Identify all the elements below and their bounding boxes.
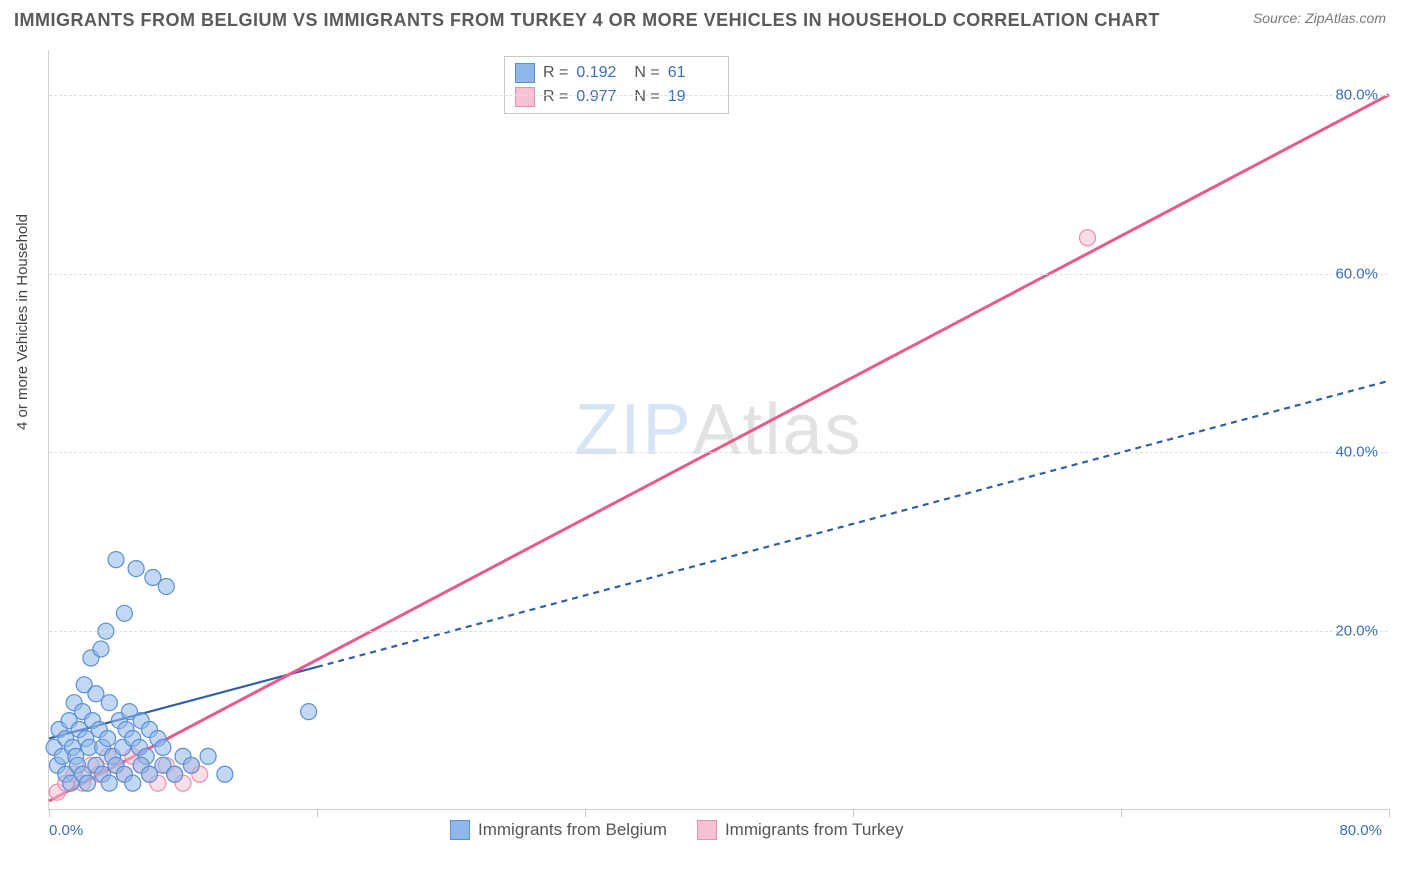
point-belgium [80,775,96,791]
scatter-svg [49,50,1388,809]
legend-n-label: N = [634,85,659,109]
legend-n-value: 61 [668,61,718,85]
point-belgium [128,561,144,577]
series-legend-label: Immigrants from Turkey [725,820,904,840]
correlation-legend: R = 0.192 N = 61 R = 0.977 N = 19 [504,56,729,114]
x-tick-label-end: 80.0% [1339,822,1382,839]
point-belgium [167,766,183,782]
legend-swatch [515,87,535,107]
y-tick-label: 80.0% [1335,86,1378,103]
series-legend-item: Immigrants from Turkey [697,820,904,840]
trend-line-blue-dashed [317,381,1389,667]
series-legend: Immigrants from Belgium Immigrants from T… [450,820,903,840]
source-attribution: Source: ZipAtlas.com [1253,10,1386,26]
point-turkey [1080,230,1096,246]
point-belgium [155,739,171,755]
legend-r-label: R = [543,61,568,85]
y-tick-label: 40.0% [1335,444,1378,461]
gridline [49,631,1388,632]
y-tick-label: 20.0% [1335,623,1378,640]
point-belgium [116,605,132,621]
gridline [49,452,1388,453]
chart-plot-area: ZIPAtlas R =0.192N =61R =0.977N =19 20.0… [48,50,1388,810]
y-axis-label: 4 or more Vehicles in Household [14,214,31,430]
point-belgium [125,775,141,791]
point-belgium [101,775,117,791]
point-belgium [183,757,199,773]
point-belgium [93,641,109,657]
legend-row: R = 0.977 N = 19 [515,85,718,109]
series-legend-label: Immigrants from Belgium [478,820,667,840]
x-tick [49,809,50,817]
y-tick-label: 60.0% [1335,265,1378,282]
legend-swatch [697,820,717,840]
x-tick [317,809,318,817]
legend-swatch [450,820,470,840]
trend-line-pink [49,95,1389,801]
legend-n-value: 19 [668,85,718,109]
legend-r-label: R = [543,85,568,109]
point-belgium [100,730,116,746]
x-tick [853,809,854,817]
legend-r-value: 0.192 [576,61,626,85]
x-tick [1121,809,1122,817]
chart-title: IMMIGRANTS FROM BELGIUM VS IMMIGRANTS FR… [14,10,1160,31]
point-belgium [200,748,216,764]
gridline [49,95,1388,96]
point-belgium [101,695,117,711]
x-tick [1389,809,1390,817]
legend-n-label: N = [634,61,659,85]
x-tick [585,809,586,817]
point-belgium [108,552,124,568]
series-legend-item: Immigrants from Belgium [450,820,667,840]
point-belgium [158,578,174,594]
legend-r-value: 0.977 [576,85,626,109]
point-belgium [301,704,317,720]
x-tick-label-start: 0.0% [49,822,83,839]
point-belgium [217,766,233,782]
gridline [49,274,1388,275]
legend-swatch [515,63,535,83]
legend-row: R = 0.192 N = 61 [515,61,718,85]
